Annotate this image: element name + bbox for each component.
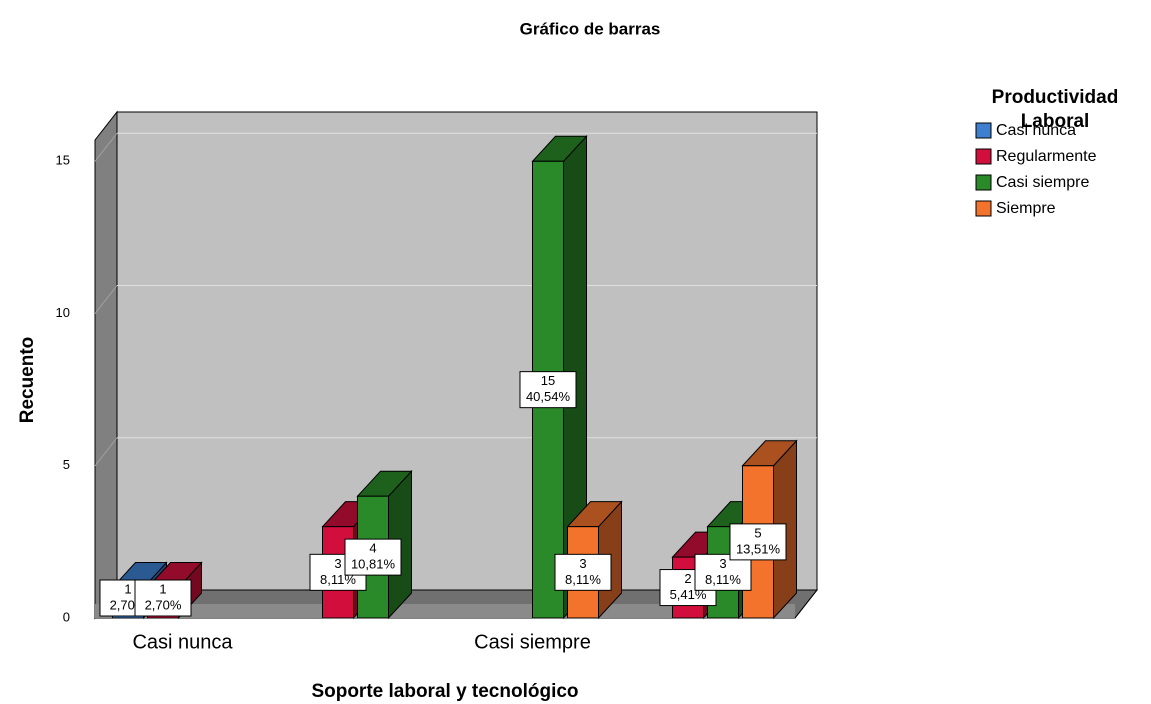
y-tick-label: 15	[56, 153, 70, 168]
data-label: 513,51%	[729, 523, 787, 561]
data-label-count: 2	[684, 571, 691, 586]
left-wall	[94, 110, 118, 620]
legend-title: Productividad Laboral	[992, 87, 1119, 132]
legend-swatch	[975, 200, 992, 217]
data-label-count: 5	[754, 525, 761, 540]
x-tick-label: Casi siempre	[474, 631, 591, 653]
legend-swatch	[975, 148, 992, 165]
floor-side	[794, 589, 818, 619]
legend-label: Siempre	[996, 200, 1056, 217]
data-label: 38,11%	[694, 553, 752, 591]
data-label-count: 15	[541, 373, 555, 388]
data-label-box	[519, 371, 577, 409]
data-label-box	[554, 553, 612, 591]
y-tick-label: 10	[56, 305, 70, 320]
data-label: 38,11%	[554, 553, 612, 591]
data-label-count: 3	[719, 556, 726, 571]
y-tick	[94, 133, 118, 162]
legend-title-line: Laboral	[1021, 111, 1090, 132]
legend-label: Casi siempre	[996, 174, 1089, 191]
data-label-box	[134, 579, 192, 617]
data-label-percent: 8,11%	[705, 572, 741, 587]
y-tick	[94, 437, 118, 467]
x-tick-label: Casi nunca	[132, 631, 233, 653]
y-tick-label: 0	[63, 609, 70, 624]
data-label-percent: 10,81%	[351, 557, 396, 572]
data-label: 12,70%	[134, 579, 192, 617]
x-axis-label: Soporte laboral y tecnológico	[311, 681, 578, 702]
back-wall	[116, 111, 818, 591]
legend-swatch	[975, 122, 992, 139]
legend-label: Casi nunca	[996, 122, 1076, 139]
floor-front	[95, 604, 795, 618]
y-tick-label: 5	[63, 457, 70, 472]
data-label-percent: 2,70%	[145, 597, 182, 612]
legend-label: Regularmente	[996, 148, 1097, 165]
data-label-count: 3	[334, 556, 341, 571]
data-label-box	[729, 523, 787, 561]
y-tick	[94, 285, 118, 314]
data-label-percent: 40,54%	[526, 389, 571, 404]
chart-title: Gráfico de barras	[520, 19, 661, 38]
data-label-count: 4	[369, 541, 376, 556]
data-label-percent: 8,11%	[565, 572, 601, 587]
y-axis-label: Recuento	[17, 337, 38, 424]
data-label-percent: 13,51%	[736, 541, 781, 556]
data-label: 410,81%	[344, 538, 402, 576]
legend-title-line: Productividad	[992, 87, 1119, 108]
data-label-count: 1	[159, 581, 166, 596]
data-label-count: 3	[579, 556, 586, 571]
legend-swatch	[975, 174, 992, 191]
data-label-box	[344, 538, 402, 576]
data-label-count: 1	[124, 581, 131, 596]
